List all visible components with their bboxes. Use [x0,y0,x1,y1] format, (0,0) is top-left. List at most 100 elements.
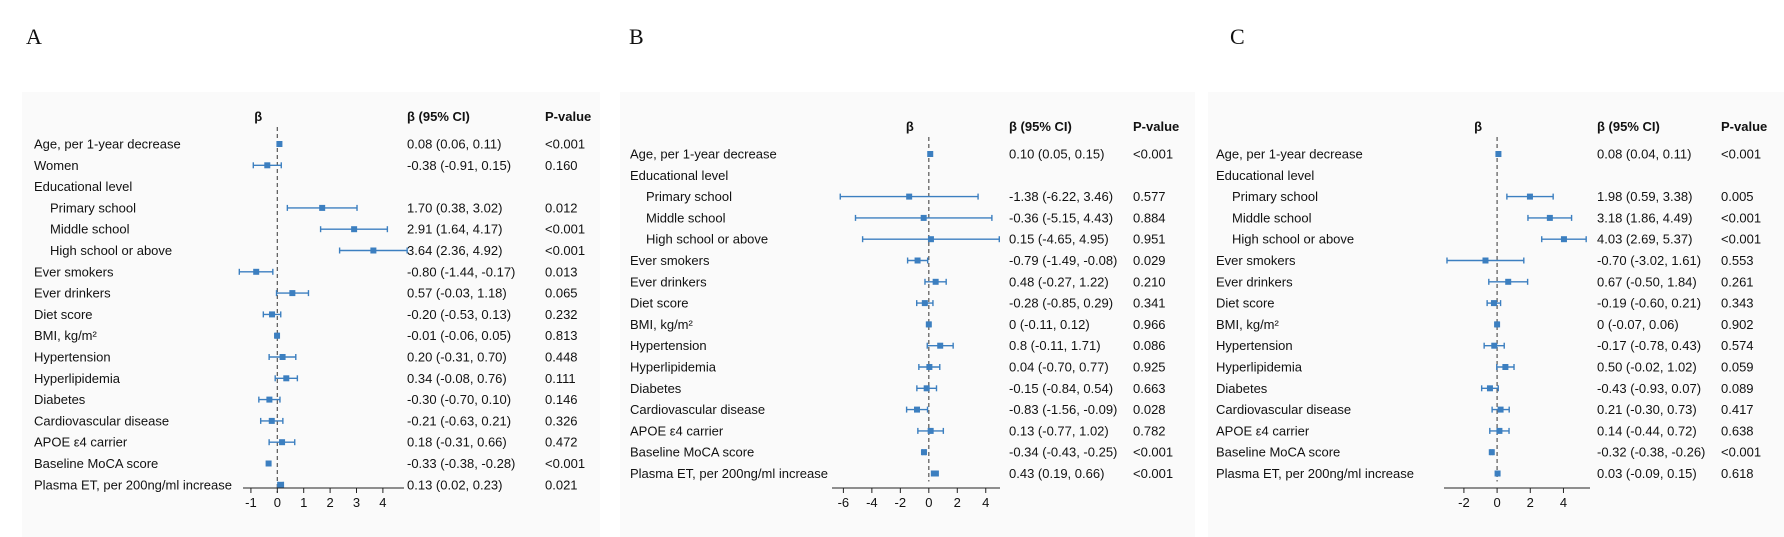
beta-point [937,342,944,349]
row-label: Hypertension [34,350,111,365]
ci-value: 3.18 (1.86, 4.49) [1597,210,1692,225]
ci-value: -0.33 (-0.38, -0.28) [407,456,515,471]
beta-point [920,449,927,456]
p-value: 0.065 [545,286,578,301]
p-value: 0.813 [545,328,578,343]
beta-point [265,460,272,467]
row-label: Ever smokers [1216,253,1296,268]
beta-point [274,332,281,339]
x-tick-label: -2 [1458,495,1470,510]
row-label: APOE ε4 carrier [1216,423,1310,438]
p-value: 0.232 [545,307,578,322]
ci-value: 0.67 (-0.50, 1.84) [1597,274,1697,289]
panel-label-c: C [1230,24,1245,49]
beta-point [920,214,927,221]
beta-point [1482,257,1489,264]
row-label: BMI, kg/m² [630,317,694,332]
ci-value: -0.32 (-0.38, -0.26) [1597,445,1705,460]
ci-value: 0.48 (-0.27, 1.22) [1009,274,1109,289]
row-label: Cardiovascular disease [1216,402,1351,417]
row-label: Middle school [50,222,130,237]
beta-point [268,417,275,424]
ci-value: -0.70 (-3.02, 1.61) [1597,253,1701,268]
ci-value: 0.50 (-0.02, 1.02) [1597,360,1697,375]
ci-value: -0.20 (-0.53, 0.13) [407,307,511,322]
beta-point [914,257,921,264]
beta-point [1497,406,1504,413]
beta-point [1495,151,1502,157]
forest-svg: β β (95% CI) P-value Age, per 1-year decrea… [1216,119,1767,510]
p-value: <0.001 [1721,147,1761,162]
row-label: APOE ε4 carrier [34,435,128,450]
row-label: Hyperlipidemia [1216,360,1303,375]
x-tick-label: -2 [895,495,907,510]
p-value: 0.663 [1133,381,1166,396]
p-value-header: P-value [1133,119,1179,134]
row-label: Baseline MoCA score [34,456,158,471]
row-label: Ever drinkers [630,274,707,289]
ci-value: 0.20 (-0.31, 0.70) [407,350,507,365]
row-label: Educational level [1216,168,1314,183]
beta-point [1494,470,1501,477]
row-label: Diabetes [630,381,682,396]
ci-value: -0.15 (-0.84, 0.54) [1009,381,1113,396]
row-label: Primary school [50,200,136,215]
ci-value: 0.57 (-0.03, 1.18) [407,286,507,301]
ci-value: 0.15 (-4.65, 4.95) [1009,232,1109,247]
x-tick-label: -6 [838,495,850,510]
p-value: 0.966 [1133,317,1166,332]
x-tick-label: 4 [982,495,989,510]
ci-value: 0.13 (0.02, 0.23) [407,477,502,492]
ci-value: 0.14 (-0.44, 0.72) [1597,423,1697,438]
ci-value: -0.30 (-0.70, 0.10) [407,392,511,407]
ci-value: 0.04 (-0.70, 0.77) [1009,360,1109,375]
p-value: 0.574 [1721,338,1754,353]
beta-point [1488,449,1495,456]
ci-value: 1.98 (0.59, 3.38) [1597,189,1692,204]
p-value: 0.210 [1133,274,1166,289]
beta-point [319,204,326,211]
p-value: <0.001 [1721,232,1761,247]
p-value: <0.001 [1721,445,1761,460]
row-label: Ever drinkers [34,286,111,301]
beta-point [931,470,938,477]
p-value: 0.261 [1721,274,1754,289]
p-value: <0.001 [1133,466,1173,481]
p-value: 0.089 [1721,381,1754,396]
ci-value: -0.21 (-0.63, 0.21) [407,413,511,428]
beta-point [1546,214,1553,221]
row-label: Primary school [1232,189,1318,204]
x-tick-label: 3 [353,495,360,510]
ci-value: 0 (-0.07, 0.06) [1597,317,1679,332]
row-label: Educational level [34,179,132,194]
row-label: Cardiovascular disease [34,413,169,428]
row-label: Hyperlipidemia [630,360,717,375]
p-value: 0.553 [1721,253,1754,268]
beta-point [351,226,358,233]
x-tick-label: 0 [925,495,932,510]
ci-value: -0.17 (-0.78, 0.43) [1597,338,1701,353]
row-label: Middle school [1232,210,1312,225]
p-value: 0.448 [545,350,578,365]
ci-value: 0.34 (-0.08, 0.76) [407,371,507,386]
row-label: High school or above [50,243,172,258]
x-tick-label: 0 [1493,495,1500,510]
row-label: Primary school [646,189,732,204]
ci-header: β (95% CI) [1009,119,1072,134]
beta-point [266,396,273,403]
p-value: 0.059 [1721,360,1754,375]
x-tick-label: 2 [1527,495,1534,510]
row-label: Baseline MoCA score [630,445,754,460]
x-tick-label: -1 [245,495,257,510]
x-tick-label: 4 [1560,495,1567,510]
ci-value: -0.38 (-0.91, 0.15) [407,158,511,173]
p-value: 0.005 [1721,189,1754,204]
row-label: Middle school [646,210,726,225]
row-label: Age, per 1-year decrease [1216,147,1363,162]
p-value: 0.326 [545,413,578,428]
ci-value: -0.19 (-0.60, 0.21) [1597,296,1701,311]
row-label: Ever smokers [630,253,710,268]
row-label: Hypertension [1216,338,1293,353]
row-label: Cardiovascular disease [630,402,765,417]
ci-value: 0.03 (-0.09, 0.15) [1597,466,1697,481]
